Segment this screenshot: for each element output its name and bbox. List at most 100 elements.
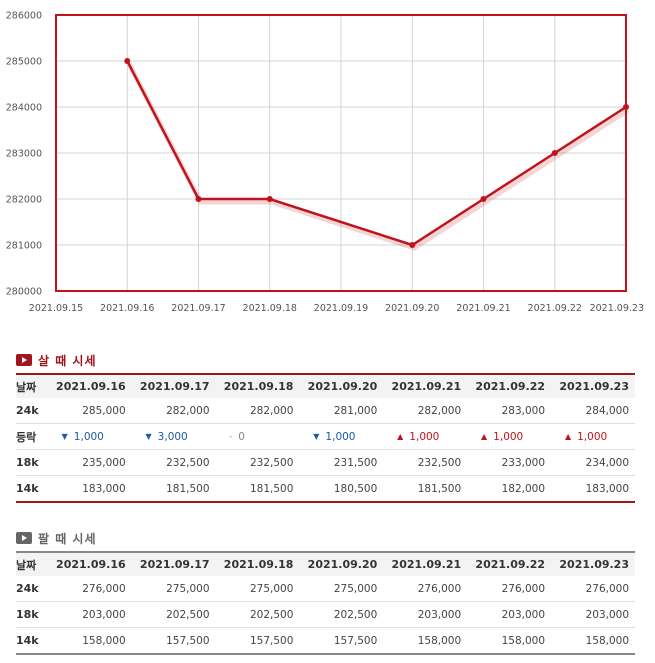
- price-cell: 183,000: [585, 482, 629, 495]
- x-tick-label: 2021.09.16: [100, 303, 154, 314]
- price-line-chart: 280000 281000 282000 283000 284000 285000 2860…: [6, 11, 644, 315]
- row-label: 등락: [16, 423, 48, 450]
- change-cell: ▲ 1,000: [551, 423, 635, 450]
- date-header: 2021.09.20: [307, 380, 378, 393]
- price-cell: 203,000: [47, 601, 132, 628]
- buy-price-section-title: 살 때 시세: [16, 352, 97, 368]
- date-header: 2021.09.18: [223, 380, 294, 393]
- change-cell: ▼ 1,000: [299, 423, 384, 450]
- price-cell: 181,500: [417, 482, 462, 495]
- price-cell: 158,000: [585, 634, 629, 647]
- date-header: 2021.09.17: [139, 380, 210, 393]
- price-cell: 232,500: [215, 449, 300, 476]
- data-point: [480, 196, 487, 202]
- change-amount: 3,000: [157, 430, 188, 443]
- price-cell: 282,000: [131, 398, 216, 424]
- up-arrow-icon: ▲: [565, 432, 572, 442]
- price-cell: 275,000: [299, 576, 384, 602]
- price-cell: 233,000: [467, 449, 552, 476]
- price-cell: 157,500: [249, 634, 294, 647]
- play-icon: [16, 532, 32, 544]
- table-row: 14k 158,000 157,500 157,500 157,500 158,000 15…: [16, 628, 635, 655]
- price-cell: 281,000: [299, 398, 384, 424]
- x-tick-label: 2021.09.18: [243, 303, 297, 314]
- x-tick-label: 2021.09.17: [171, 303, 225, 314]
- price-cell: 202,500: [299, 601, 384, 628]
- date-header: 2021.09.23: [559, 558, 629, 571]
- table-row: 18k 203,000 202,500 202,500 202,500 203,000 20…: [16, 601, 635, 628]
- row-label: 24k: [16, 398, 48, 424]
- change-amount: 1,000: [325, 430, 356, 443]
- date-header: 2021.09.16: [56, 380, 126, 393]
- price-cell: 158,000: [501, 634, 546, 647]
- y-tick-label: 281000: [6, 241, 42, 252]
- date-column-header: 날짜: [16, 380, 37, 394]
- price-cell: 276,000: [383, 576, 468, 602]
- y-tick-label: 285000: [6, 57, 42, 68]
- row-label: 18k: [16, 601, 48, 628]
- row-label: 24k: [16, 576, 48, 602]
- price-cell: 235,000: [47, 449, 132, 476]
- table-row: 등락 ▼ 1,000 ▼ 3,000 -0 ▼ 1,000 ▲ 1,000 ▲ 1,000 ▲ 1,000: [16, 423, 635, 450]
- change-cell: ▼ 3,000: [131, 423, 216, 450]
- price-cell: 157,500: [166, 634, 210, 647]
- y-tick-label: 286000: [6, 11, 42, 22]
- price-cell: 181,500: [249, 482, 294, 495]
- price-cell: 232,500: [383, 449, 468, 476]
- data-point: [266, 196, 273, 202]
- price-cell: 157,500: [333, 634, 378, 647]
- date-header: 2021.09.20: [307, 558, 378, 571]
- change-value: -0: [229, 431, 293, 443]
- price-cell: 283,000: [467, 398, 552, 424]
- x-tick-label: 2021.09.15: [29, 303, 83, 314]
- y-tick-label: 284000: [6, 103, 42, 114]
- data-point: [551, 150, 558, 156]
- x-tick-label: 2021.09.22: [528, 303, 582, 314]
- change-value: ▼ 3,000: [146, 431, 210, 443]
- data-point: [195, 196, 202, 202]
- date-header: 2021.09.23: [559, 380, 629, 393]
- change-value: ▲ 1,000: [481, 431, 545, 443]
- change-amount: 1,000: [493, 430, 524, 443]
- price-cell: 275,000: [131, 576, 216, 602]
- y-tick-label: 283000: [6, 149, 42, 160]
- up-arrow-icon: ▲: [481, 432, 488, 442]
- down-arrow-icon: ▼: [61, 432, 68, 442]
- series-shadow: [127, 62, 630, 251]
- date-header: 2021.09.21: [391, 558, 462, 571]
- sell-price-section-title: 팔 때 시세: [16, 530, 97, 546]
- y-tick-label: 280000: [6, 287, 42, 298]
- change-value: ▼ 1,000: [62, 431, 126, 443]
- change-value: ▲ 1,000: [565, 431, 629, 443]
- price-cell: 180,500: [333, 482, 378, 495]
- change-cell: ▼ 1,000: [47, 423, 132, 450]
- x-tick-label: 2021.09.20: [385, 303, 439, 314]
- price-cell: 234,000: [551, 449, 635, 476]
- price-cell: 203,000: [551, 601, 635, 628]
- price-cell: 276,000: [551, 576, 635, 602]
- date-header: 2021.09.18: [223, 558, 294, 571]
- table-row: 14k 183,000 181,500 181,500 180,500 181,500 18…: [16, 476, 635, 503]
- price-cell: 276,000: [467, 576, 552, 602]
- change-cell: ▲ 1,000: [383, 423, 468, 450]
- row-label: 18k: [16, 449, 48, 476]
- table-row: 24k 285,000 282,000 282,000 281,000 282,000 28…: [16, 398, 635, 424]
- price-cell: 275,000: [215, 576, 300, 602]
- data-point: [409, 242, 416, 248]
- play-icon: [16, 354, 32, 366]
- sell-price-table: 날짜 2021.09.16 2021.09.17 2021.09.18 2021.09.…: [16, 551, 635, 655]
- row-label: 14k: [16, 482, 39, 495]
- price-cell: 203,000: [383, 601, 468, 628]
- data-point: [124, 58, 131, 64]
- x-tick-label: 2021.09.23: [590, 303, 644, 314]
- table-header-row: 날짜 2021.09.16 2021.09.17 2021.09.18 2021.09.…: [16, 374, 635, 398]
- price-cell: 158,000: [82, 634, 126, 647]
- table-row: 18k 235,000 232,500 232,500 231,500 232,500 23…: [16, 449, 635, 476]
- date-header: 2021.09.17: [139, 558, 210, 571]
- y-tick-label: 282000: [6, 195, 42, 206]
- change-cell: -0: [215, 423, 300, 450]
- down-arrow-icon: ▼: [145, 432, 152, 442]
- price-cell: 232,500: [131, 449, 216, 476]
- price-cell: 203,000: [467, 601, 552, 628]
- buy-price-table: 날짜 2021.09.16 2021.09.17 2021.09.18 2021.09.…: [16, 373, 635, 503]
